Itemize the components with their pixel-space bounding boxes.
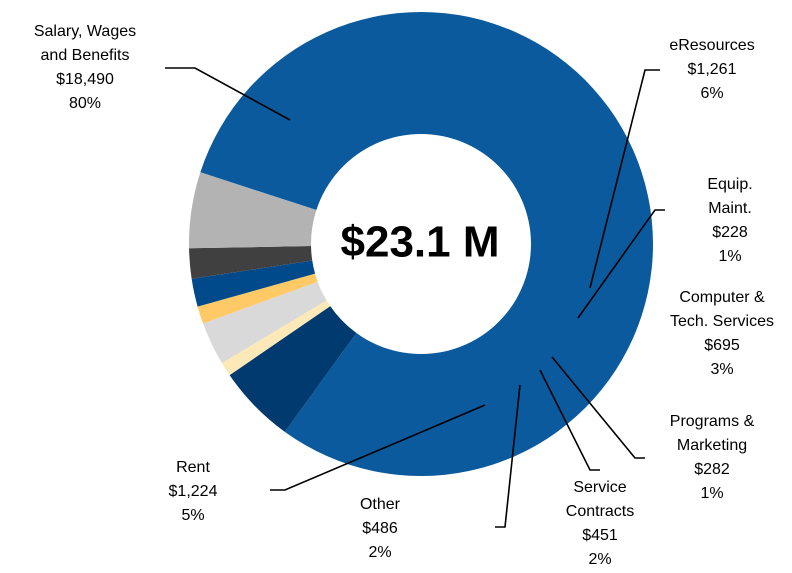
percent-label: 1% [718,248,741,265]
donut-slice [197,273,318,324]
percent-label: 5% [181,507,204,524]
value-label: $451 [582,527,618,544]
value-label: $1,224 [169,483,218,500]
slice-label: Computer & [679,289,765,306]
donut-slice [189,172,317,249]
value-label: $1,261 [688,61,737,78]
value-label: $695 [704,337,740,354]
leader-line [165,67,291,121]
slice-label: Programs & [670,413,755,430]
value-label: $18,490 [56,71,114,88]
donut-slice [200,12,653,477]
donut-slice [191,260,316,307]
slice-label: and Benefits [41,47,130,64]
slice-label: Salary, Wages [34,23,136,40]
leader-line [551,356,645,459]
leader-line [539,369,600,471]
leader-line [589,69,660,289]
slice-label: eResources [669,37,754,54]
percent-label: 2% [368,544,391,561]
slice-label: Marketing [677,437,747,454]
percent-label: 1% [700,485,723,502]
slice-label: Rent [176,459,210,476]
slice-label: Maint. [708,200,752,217]
leader-line [495,384,521,528]
donut-slice [221,300,331,376]
slice-label: Tech. Services [670,313,774,330]
donut-slice [189,246,313,279]
slice-label: Other [360,496,401,513]
center-label: $23.1 M [341,218,500,267]
percent-label: 80% [69,95,101,112]
leader-line [270,404,486,491]
slice-label: Service [573,479,626,496]
donut-slice [229,306,357,432]
leader-line [577,209,665,319]
value-label: $282 [694,461,730,478]
slice-label: Contracts [566,503,634,520]
percent-label: 2% [588,551,611,568]
slice-label: Equip. [707,176,752,193]
percent-label: 3% [710,361,733,378]
donut-slice [203,281,327,364]
value-label: $486 [362,520,398,537]
percent-label: 6% [700,85,723,102]
value-label: $228 [712,224,748,241]
